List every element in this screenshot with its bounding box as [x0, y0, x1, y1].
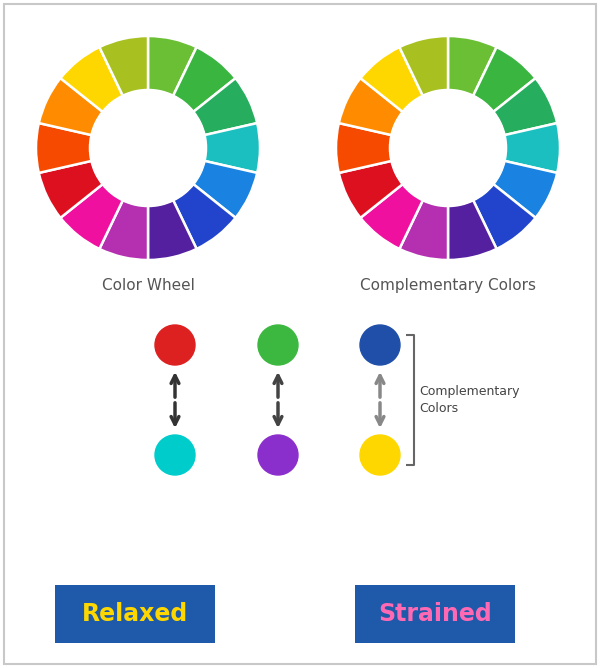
Wedge shape — [36, 123, 91, 173]
Text: Complementary Colors: Complementary Colors — [360, 278, 536, 293]
Text: Complementary
Colors: Complementary Colors — [419, 385, 520, 415]
Wedge shape — [339, 78, 403, 135]
Wedge shape — [100, 36, 148, 96]
Wedge shape — [61, 47, 123, 112]
Text: Strained: Strained — [378, 602, 492, 626]
Text: Color Wheel: Color Wheel — [101, 278, 194, 293]
Wedge shape — [448, 200, 497, 260]
Circle shape — [258, 325, 298, 365]
Wedge shape — [448, 36, 497, 96]
Wedge shape — [361, 184, 423, 249]
Wedge shape — [39, 161, 103, 218]
Wedge shape — [173, 47, 236, 112]
Bar — [355, 585, 515, 643]
Wedge shape — [339, 161, 403, 218]
Wedge shape — [336, 123, 391, 173]
Circle shape — [360, 325, 400, 365]
Wedge shape — [173, 184, 236, 249]
Wedge shape — [39, 78, 103, 135]
Circle shape — [360, 435, 400, 475]
Wedge shape — [493, 78, 557, 135]
Wedge shape — [205, 123, 260, 173]
Circle shape — [90, 90, 206, 206]
Wedge shape — [473, 184, 536, 249]
Wedge shape — [100, 200, 148, 260]
Wedge shape — [193, 78, 257, 135]
Wedge shape — [473, 47, 536, 112]
Bar — [55, 585, 215, 643]
Circle shape — [390, 90, 506, 206]
Wedge shape — [148, 200, 197, 260]
Wedge shape — [361, 47, 423, 112]
Wedge shape — [193, 161, 257, 218]
Wedge shape — [148, 36, 197, 96]
Circle shape — [258, 435, 298, 475]
Wedge shape — [61, 184, 123, 249]
Wedge shape — [493, 161, 557, 218]
Wedge shape — [505, 123, 560, 173]
Wedge shape — [400, 36, 448, 96]
Text: Relaxed: Relaxed — [82, 602, 188, 626]
Circle shape — [155, 325, 195, 365]
Wedge shape — [400, 200, 448, 260]
Circle shape — [155, 435, 195, 475]
